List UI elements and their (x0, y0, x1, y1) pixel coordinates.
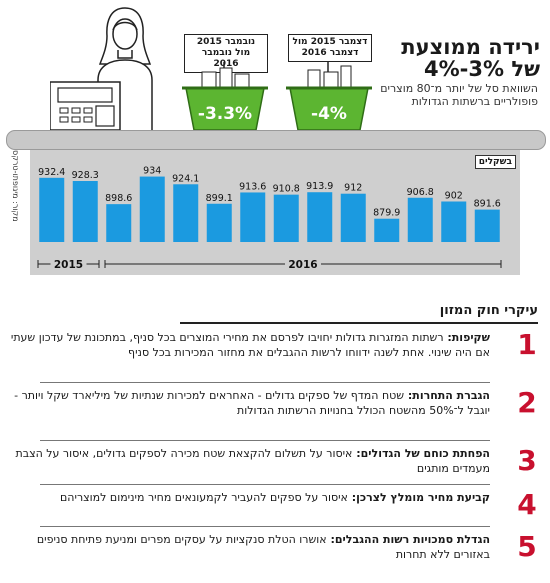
law-item-text: איסור על ספקים להעביר לקמעונאים מחיר מינ… (60, 491, 348, 504)
bar-value-label: 891.6 (474, 199, 501, 210)
law-item-text: אושרו הטלת סנקציות על עסקים מפרים ומניעת… (36, 533, 490, 561)
bar-8 (273, 194, 299, 242)
bar-value-label: 924.1 (172, 173, 199, 184)
bar-6 (206, 203, 232, 242)
law-item-number: 4 (517, 488, 537, 521)
law-section-title: עיקרי חוק המזון (439, 303, 538, 318)
bar-4 (139, 176, 165, 242)
law-item-divider (40, 440, 490, 441)
bar-value-label: 910.8 (273, 184, 300, 195)
law-item: קביעת מחיר מומלץ לצרכן: איסור על ספקים ל… (10, 490, 490, 505)
price-bar-chart: 932.4 928.3 898.6 934 924.1 899.1 913.6 910.8 91… (37, 166, 502, 271)
law-item-heading: הגדלת סמכויות רשות ההגבלים: (326, 533, 490, 546)
bar-value-label: 932.4 (38, 167, 65, 178)
law-item-text: איסור על תשלום להקצאת שטח מכירה לספקים ג… (15, 447, 491, 475)
law-item-divider (40, 526, 490, 527)
bar-14 (474, 209, 500, 242)
law-item-divider (40, 382, 490, 383)
bar-12 (407, 197, 433, 242)
law-item: הגדלת סמכויות רשות ההגבלים: אושרו הטלת ס… (10, 532, 490, 562)
law-item-number: 5 (517, 530, 537, 563)
bar-value-label: 899.1 (206, 193, 233, 204)
law-item: הגברת התחרות: שטח המדף של ספקים גדולים -… (10, 388, 490, 418)
bar-value-label: 906.8 (407, 187, 434, 198)
basket-icon (286, 62, 372, 131)
bar-3 (106, 204, 132, 242)
bar-9 (307, 192, 333, 242)
basket-percent: -3.3% (197, 104, 253, 124)
law-item-heading: הגברת התחרות: (404, 389, 490, 402)
bar-value-label: 934 (143, 166, 161, 177)
source-credit: מקור: מיגופתו-טרקס (11, 150, 20, 222)
headline: ירידה ממוצעת של 3%-4% (401, 35, 540, 81)
basket-percent: -4% (311, 104, 347, 124)
law-item-heading: שקיפות: (443, 331, 490, 344)
law-item-number: 3 (517, 444, 537, 477)
bar-value-label: 928.3 (72, 170, 99, 181)
subline: השוואת סל של יותר מ־80 מוצרים פופולריים … (380, 82, 538, 108)
law-item: הפחתת כוחם של הגדולים: איסור על תשלום לה… (10, 446, 491, 476)
law-item: שקיפות: רשתות המזגרות גדולות יחויבו לפרס… (10, 330, 490, 360)
year-label-bg (285, 257, 321, 271)
law-item-heading: הפחתת כוחם של הגדולים: (352, 447, 490, 460)
bar-5 (173, 184, 199, 242)
bar-value-label: 902 (445, 190, 463, 201)
bar-value-label: 913.9 (306, 181, 333, 192)
basket-november: נובמבר 2015 מול נובמבר 2016 -3.3% (180, 34, 270, 134)
bar-value-label: 898.6 (105, 193, 132, 204)
law-item-number: 2 (517, 386, 537, 419)
bar-1 (39, 177, 65, 242)
year-label: 2016 (288, 259, 317, 271)
law-title-rule (180, 322, 538, 324)
basket-tag: נובמבר 2015 מול נובמבר 2016 (184, 34, 268, 73)
basket-december: דצמבר 2015 מול דצמבר 2016 -4% (284, 34, 374, 134)
bar-value-label: 913.6 (239, 181, 266, 192)
bar-value-label: 912 (344, 183, 362, 194)
bar-7 (240, 192, 266, 242)
year-label: 2015 (54, 259, 83, 271)
bar-10 (340, 193, 366, 242)
bar-11 (374, 218, 400, 242)
unit-label: בשקלים (474, 155, 516, 169)
law-item-number: 1 (517, 328, 537, 361)
law-item-text: שטח המדף של ספקים גדולים - האחראים למכיר… (14, 389, 490, 417)
counter-top (6, 130, 546, 150)
law-item-divider (40, 484, 490, 485)
basket-tag: דצמבר 2015 מול דצמבר 2016 (288, 34, 372, 62)
year-label-bg (50, 257, 87, 271)
cashier-illustration (50, 7, 153, 132)
bar-13 (441, 201, 467, 242)
law-item-heading: קביעת מחיר מומלץ לצרכן: (347, 491, 490, 504)
basket-icon (182, 62, 268, 131)
law-item-text: רשתות המזגרות גדולות יחויבו לפרסם את מחי… (10, 331, 490, 359)
bar-2 (72, 181, 98, 242)
bar-value-label: 879.9 (373, 208, 400, 219)
